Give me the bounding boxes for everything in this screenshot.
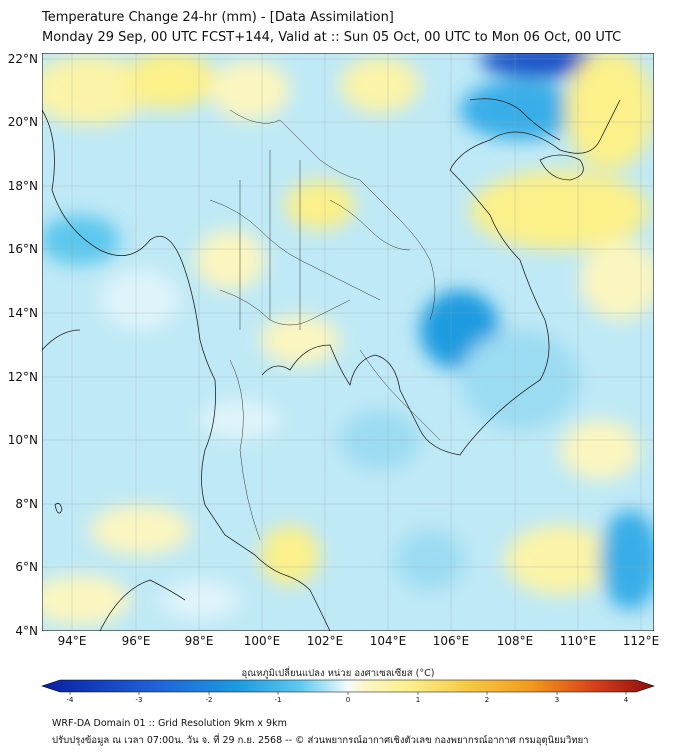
colorbar-ramp [41,679,655,693]
lon-label: 100°E [244,634,281,648]
lon-label: 94°E [58,634,87,648]
lat-label: 12°N [8,370,38,384]
lat-label: 4°N [15,624,38,638]
lat-label: 16°N [8,242,38,256]
colorbar-tick-label: 2 [485,696,489,704]
lon-label: 110°E [560,634,597,648]
colorbar-tick-label: -4 [67,696,75,704]
lat-axis: 22°N 20°N 18°N 16°N 14°N 12°N 10°N 8°N 6… [8,52,38,638]
lat-label: 6°N [15,560,38,574]
lon-label: 112°E [623,634,660,648]
lon-label: 98°E [185,634,214,648]
lat-label: 22°N [8,52,38,66]
colorbar: -4 -3 -2 -1 0 1 2 3 4 [41,679,655,704]
colorbar-title: อุณหภูมิเปลี่ยนแปลง หน่วย องศาเซลเซียส (… [241,668,435,679]
lat-label: 20°N [8,115,38,129]
colorbar-tick-label: -2 [206,696,213,704]
lon-label: 102°E [307,634,344,648]
colorbar-tick-label: 1 [416,696,420,704]
map-subtitle: Monday 29 Sep, 00 UTC FCST+144, Valid at… [42,30,622,45]
lat-label: 18°N [8,179,38,193]
lon-label: 104°E [370,634,407,648]
lon-label: 106°E [433,634,470,648]
map-title: Temperature Change 24-hr (mm) - [Data As… [42,10,394,25]
temperature-field [42,53,654,631]
lat-label: 8°N [15,497,38,511]
footer-credit: ปรับปรุงข้อมูล ณ เวลา 07:00น. วัน จ. ที่… [52,735,589,746]
colorbar-tick-label: 4 [624,696,629,704]
lon-label: 108°E [497,634,534,648]
colorbar-ticks [69,692,627,695]
footer-model-info: WRF-DA Domain 01 :: Grid Resolution 9km … [52,718,287,729]
lon-label: 96°E [122,634,151,648]
coastlines [42,98,621,631]
lat-label: 10°N [8,433,38,447]
colorbar-tick-label: -1 [275,696,282,704]
admin-borders [209,109,441,541]
colorbar-tick-label: 3 [555,696,559,704]
lon-axis: 94°E 96°E 98°E 100°E 102°E 104°E 106°E 1… [58,634,660,648]
colorbar-tick-label: 0 [346,696,350,704]
colorbar-tick-label: -3 [136,696,143,704]
graticule [42,53,654,631]
lat-label: 14°N [8,306,38,320]
